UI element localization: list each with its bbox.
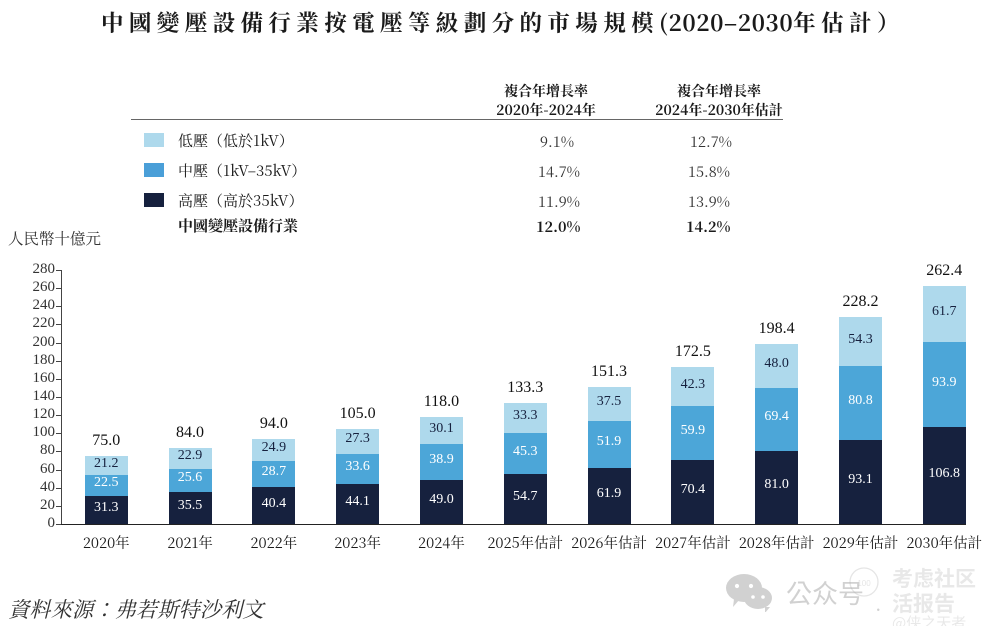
svg-text:100: 100 [857,579,871,588]
